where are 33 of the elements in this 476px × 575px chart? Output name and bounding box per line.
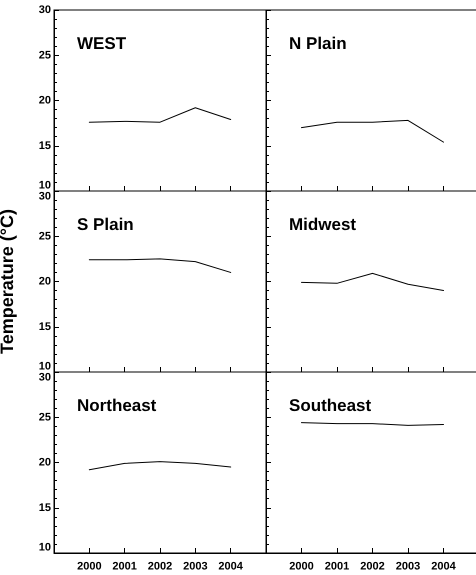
text: Southeast — [289, 396, 372, 415]
y-tick-label: 30 — [38, 190, 51, 202]
y-tick-label: 20 — [38, 276, 51, 288]
y-tick-label: 10 — [38, 360, 51, 372]
x-tick-label: 2003 — [183, 560, 208, 572]
text: N Plain — [289, 34, 347, 53]
y-tick-label: 15 — [38, 320, 51, 333]
x-tick-label: 2004 — [431, 560, 457, 572]
text: WEST — [77, 34, 127, 53]
y-axis-title: Temperature (°C) — [0, 209, 17, 354]
y-tick-label: 25 — [38, 411, 51, 424]
text: S Plain — [77, 215, 134, 234]
y-tick-label: 20 — [38, 456, 51, 468]
x-tick-label: 2003 — [396, 560, 420, 572]
x-tick-label: 2001 — [112, 560, 137, 572]
y-tick-label: 30 — [38, 4, 51, 16]
y-tick-label: 25 — [38, 49, 51, 62]
y-tick-label: 20 — [38, 94, 51, 106]
x-tick-label: 2000 — [77, 560, 102, 572]
text: Midwest — [289, 215, 356, 234]
y-tick-label: 15 — [38, 140, 51, 152]
x-tick-label: 2002 — [148, 560, 172, 572]
y-tick-label: 10 — [38, 180, 51, 192]
x-tick-label: 2000 — [289, 560, 314, 572]
y-tick-label: 15 — [38, 502, 51, 514]
y-tick-label: 25 — [38, 230, 51, 242]
x-tick-label: 2001 — [324, 560, 350, 572]
x-tick-label: 2002 — [360, 560, 385, 572]
y-tick-label: 10 — [38, 542, 51, 554]
x-tick-label: 2004 — [218, 560, 244, 572]
text: Northeast — [77, 396, 157, 415]
y-tick-label: 30 — [38, 372, 51, 384]
line-series — [88, 107, 232, 123]
